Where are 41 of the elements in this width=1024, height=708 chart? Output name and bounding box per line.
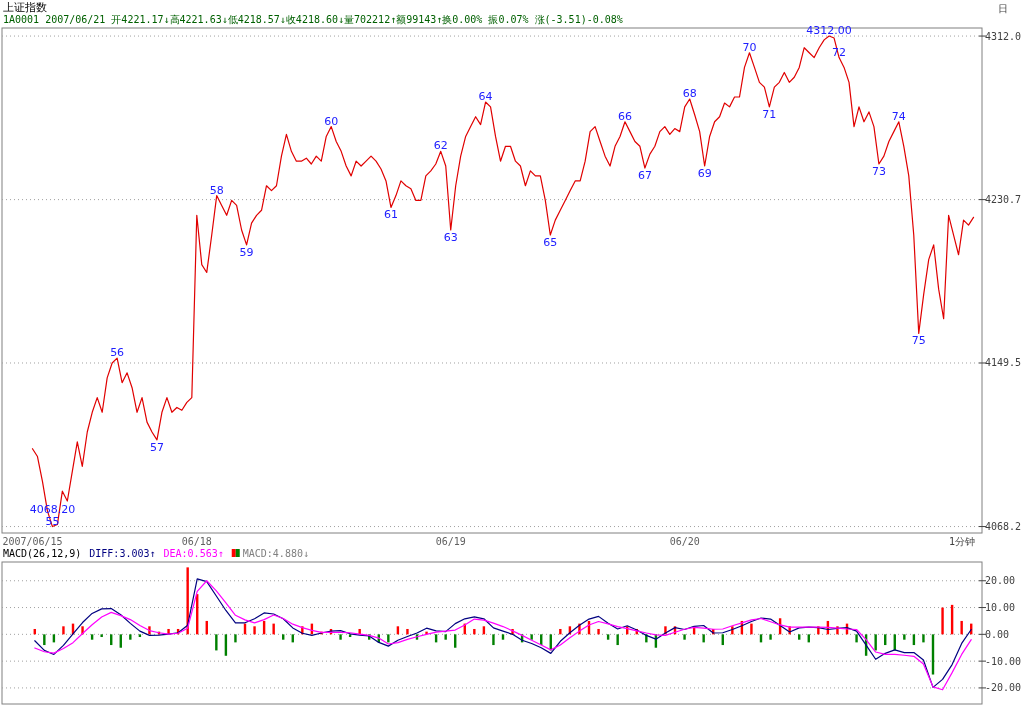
text: 日 [998,3,1008,14]
y-tick-label: 4230.7 [985,194,1022,206]
y-tick-label: 4149.5 [985,357,1022,369]
annotation: 57 [149,440,164,454]
chart-title: 上证指数 [3,1,47,14]
annotation: 65 [543,236,558,250]
x-tick-label: 06/18 [181,536,212,547]
y-tick-label: 4312.0 [985,30,1022,42]
annotation: 67 [637,169,652,183]
annotation: 66 [617,109,632,123]
annotation: 75 [911,334,926,348]
text: DIFF:3.003↑ [89,548,156,559]
annotation: 58 [209,183,224,197]
x-tick-label: 2007/06/15 [2,536,63,547]
x-tick-label: 06/19 [435,536,466,547]
y-tick-label: 20.00 [985,575,1016,587]
legend-label: MACD:4.880↓ [242,548,309,559]
y-tick-label: -20.00 [985,682,1022,694]
annotation: 56 [110,346,125,360]
y-tick-label: 4068.2 [985,521,1022,533]
y-tick-label: 0.00 [985,628,1010,640]
annotation: 60 [324,114,339,128]
annotation: 73 [871,165,886,179]
annotation: 68 [682,87,697,101]
chart-title: MACD(26,12,9) [3,548,82,559]
annotation: 70 [742,40,757,54]
text: DEA:0.563↑ [163,548,224,559]
annotation: 63 [443,231,458,244]
annotation: 64 [478,90,493,104]
annotation: 71 [762,107,777,121]
annotation: 74 [891,109,906,123]
y-tick-label: -10.00 [985,655,1022,667]
annotation: 62 [433,139,448,153]
annotation: 69 [697,167,712,181]
annotation: 4312.00 [806,24,852,38]
y-tick-label: 10.00 [985,602,1016,614]
x-tick-label: 06/20 [669,536,700,547]
annotation: 59 [239,245,254,259]
annotation: 61 [383,208,398,222]
text: 1分钟 [948,536,976,547]
chart-subtitle: 1A0001 2007/06/21 开4221.17↓高4221.63↓低4218.57↓收4218.60↓量702212↑额99143↑换0.00% 振0.07% 涨(-3.51)-0.08% [3,14,623,25]
